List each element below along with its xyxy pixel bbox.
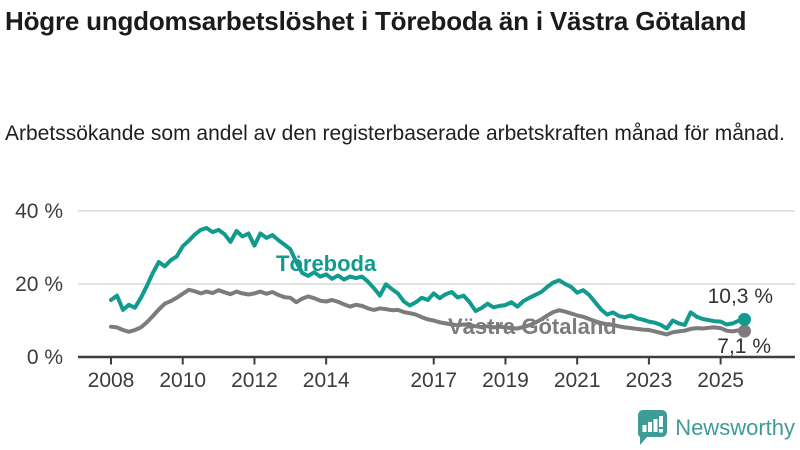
series-line-vastra-gotaland: [109, 287, 747, 337]
chart-plot-area: 0 % 20 % 40 % 2008 2010 2012 2014 2017 2019 2021 2…: [15, 200, 795, 392]
end-value-label-toreboda: 10,3 %: [708, 285, 773, 308]
newsworthy-logo[interactable]: Newsworthy: [636, 409, 795, 447]
y-tick-label: 0 %: [27, 346, 63, 369]
series-label-toreboda: Töreboda: [276, 251, 377, 276]
series-end-dot-vastra-gotaland: [738, 324, 751, 338]
x-tick-label: 2021: [554, 369, 601, 392]
newsworthy-logo-text: Newsworthy: [675, 415, 795, 440]
x-tick-label: 2010: [159, 369, 206, 392]
x-tick-label: 2023: [626, 369, 673, 392]
x-tick-label: 2008: [88, 369, 135, 392]
chart-title: Högre ungdomsarbetslöshet i Töreboda än …: [5, 6, 747, 36]
x-tick-label: 2019: [482, 369, 529, 392]
x-tick-label: 2025: [697, 369, 744, 392]
end-value-label-vastra-gotaland: 7,1 %: [717, 335, 771, 358]
x-tick-label: 2012: [231, 369, 278, 392]
series-label-vastra-gotaland: Västra Götaland: [448, 314, 617, 339]
series-end-dot-toreboda: [738, 312, 751, 326]
y-tick-label: 20 %: [15, 273, 63, 296]
newsworthy-icon: [638, 410, 668, 445]
chart-subtitle: Arbetssökande som andel av den registerb…: [5, 122, 785, 145]
y-tick-label: 40 %: [15, 200, 63, 223]
series-line-toreboda: [109, 226, 747, 331]
x-tick-label: 2017: [410, 369, 457, 392]
x-tick-label: 2014: [303, 369, 350, 392]
